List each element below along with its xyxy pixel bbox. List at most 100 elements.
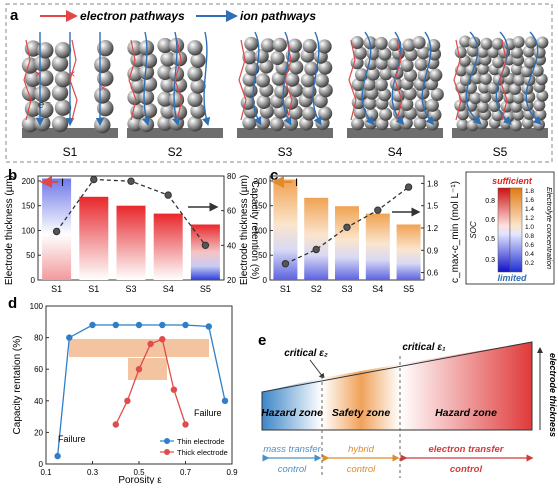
failure-left: Failure bbox=[58, 434, 86, 444]
x-tick-label: 0.5 bbox=[133, 468, 145, 477]
electron-pathway bbox=[453, 39, 462, 121]
panel-c-arrow-symbol: I bbox=[295, 177, 298, 189]
blocked-mark: × bbox=[68, 67, 75, 81]
schematic-s4 bbox=[347, 31, 444, 138]
particle bbox=[509, 119, 522, 132]
ion-pathway bbox=[312, 31, 322, 126]
panel-d-legend: Thin electrode Thick electrode bbox=[160, 437, 228, 457]
blocked-mark: × bbox=[99, 81, 106, 95]
thick-electrode-point bbox=[135, 366, 143, 373]
zone-label-middle: Safety zone bbox=[332, 407, 391, 419]
particle bbox=[531, 64, 544, 77]
particle bbox=[318, 60, 333, 75]
particle bbox=[97, 70, 114, 87]
particle bbox=[416, 46, 430, 60]
particle bbox=[379, 67, 393, 81]
legend-ion-label: ion pathways bbox=[240, 9, 316, 23]
panel-a: a electron pathways ion pathways × × × S1 … bbox=[5, 3, 553, 163]
particle bbox=[476, 101, 489, 113]
y-tick-label: 60 bbox=[34, 365, 43, 374]
conc-tick: 1.8 bbox=[525, 188, 534, 195]
particle bbox=[387, 57, 401, 71]
particle bbox=[400, 58, 414, 72]
particle bbox=[187, 91, 203, 108]
panel-c: c S1 S2 S3 S4 S50501001502000.60.91.21.51.8 … bbox=[239, 167, 461, 294]
conc-tick: 1.6 bbox=[525, 197, 534, 204]
legend-thick-label: Thick electrode bbox=[177, 448, 228, 457]
panel-d-ticks: 0.1 0.3 0.5 0.7 0.9 0 20 40 60 80 100 bbox=[30, 302, 238, 477]
panel-b-ticks: S1 S1 S3 S4 S5 0 50 100 150 200 20 40 60 80 bbox=[22, 172, 237, 294]
electron-pathway bbox=[394, 39, 403, 121]
particle bbox=[378, 47, 392, 61]
x-tick-label: S4 bbox=[372, 284, 383, 294]
thick-electrode-point bbox=[159, 336, 166, 343]
thick-electrode-point bbox=[124, 397, 131, 404]
y-tick-label: 50 bbox=[26, 251, 35, 260]
particle bbox=[244, 36, 259, 51]
thin-electrode-point bbox=[205, 323, 212, 330]
particle bbox=[533, 99, 546, 112]
failure-right: Failure bbox=[194, 408, 222, 418]
particle bbox=[300, 73, 315, 88]
y-right-tick-label: 1.5 bbox=[427, 202, 439, 211]
particle bbox=[160, 77, 176, 93]
legend-thin-label: Thin electrode bbox=[177, 437, 225, 446]
particle bbox=[242, 50, 257, 65]
sample-label-s1: S1 bbox=[63, 145, 78, 159]
y-tick-label: 0 bbox=[31, 276, 36, 285]
electron-pathway bbox=[174, 39, 183, 121]
particle bbox=[24, 100, 42, 117]
particle bbox=[533, 118, 545, 131]
critical-2-arrow bbox=[309, 359, 325, 380]
current-collector bbox=[347, 128, 443, 138]
particle bbox=[454, 46, 467, 59]
blocked-mark: × bbox=[34, 67, 41, 81]
particle bbox=[522, 45, 535, 58]
x-tick-label: S3 bbox=[341, 284, 352, 294]
particle bbox=[353, 106, 367, 120]
soc-colorbar bbox=[497, 187, 511, 273]
ion-pathway bbox=[361, 31, 375, 126]
electron-symbol: e⁻ bbox=[38, 99, 51, 111]
particle bbox=[37, 42, 54, 59]
particle bbox=[366, 67, 380, 81]
thin-electrode-point bbox=[182, 321, 189, 329]
mechanism-mass-top: mass transfer bbox=[263, 444, 321, 455]
particle bbox=[480, 37, 493, 50]
particle bbox=[378, 88, 392, 102]
line-point bbox=[90, 175, 98, 184]
colorbar-top-label: sufficient bbox=[492, 176, 533, 186]
particle bbox=[477, 62, 490, 75]
particle bbox=[512, 36, 525, 48]
ion-pathway bbox=[252, 31, 262, 126]
particle bbox=[425, 98, 439, 112]
particle bbox=[24, 70, 42, 88]
particle bbox=[400, 97, 414, 111]
x-tick-label: 0.9 bbox=[226, 468, 238, 477]
mechanism-electron-top: electron transfer bbox=[429, 444, 505, 455]
particle bbox=[403, 87, 417, 101]
particle bbox=[492, 56, 505, 69]
zone-hybrid bbox=[322, 364, 400, 430]
x-tick-label: 0.1 bbox=[40, 468, 52, 477]
particle bbox=[302, 38, 317, 54]
bar bbox=[79, 196, 109, 280]
mechanism-electron-bottom: control bbox=[450, 464, 483, 475]
particle bbox=[54, 99, 72, 116]
particle bbox=[314, 73, 329, 88]
mechanism-mass-bottom: control bbox=[278, 464, 307, 475]
sample-label-s4: S4 bbox=[388, 145, 403, 159]
x-tick-label: S4 bbox=[163, 284, 174, 294]
schematic-s2 bbox=[127, 31, 223, 138]
particle bbox=[190, 52, 206, 68]
y-right-tick-label: 1.8 bbox=[427, 179, 439, 188]
concentration-ticks: 1.8 1.6 1.4 1.2 1.0 0.8 0.6 0.4 0.2 bbox=[525, 188, 534, 267]
particle bbox=[521, 116, 534, 129]
y-tick-label: 200 bbox=[254, 177, 268, 186]
particle bbox=[374, 36, 388, 50]
current-collector bbox=[127, 128, 223, 138]
thick-band bbox=[128, 358, 167, 380]
line-point bbox=[312, 245, 320, 254]
panel-e-label: e bbox=[258, 332, 266, 349]
particle bbox=[21, 116, 39, 133]
